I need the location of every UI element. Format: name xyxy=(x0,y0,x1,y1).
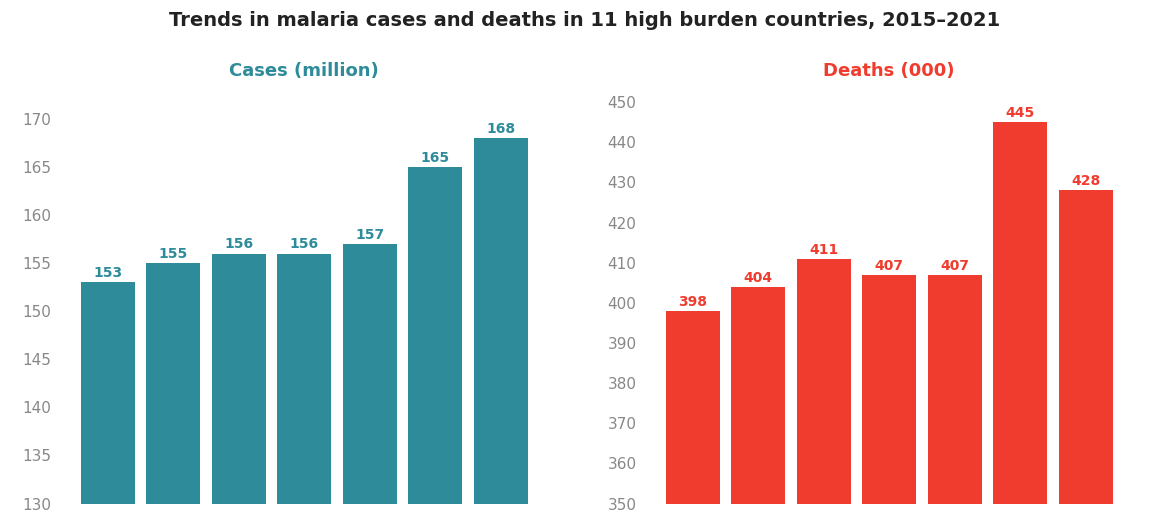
Text: 445: 445 xyxy=(1005,106,1034,120)
Text: 407: 407 xyxy=(875,259,903,273)
Text: 398: 398 xyxy=(679,295,707,309)
Text: Trends in malaria cases and deaths in 11 high burden countries, 2015–2021: Trends in malaria cases and deaths in 11… xyxy=(170,11,1000,30)
Bar xyxy=(212,253,266,530)
Text: 153: 153 xyxy=(94,266,122,280)
Text: 157: 157 xyxy=(356,227,384,242)
Bar xyxy=(928,275,982,530)
Bar xyxy=(731,287,785,530)
Bar xyxy=(408,167,462,530)
Text: 168: 168 xyxy=(487,122,515,136)
Text: 428: 428 xyxy=(1071,174,1100,189)
Text: 155: 155 xyxy=(159,247,188,261)
Bar xyxy=(797,259,851,530)
Text: 156: 156 xyxy=(290,237,318,251)
Bar xyxy=(993,122,1047,530)
Bar xyxy=(146,263,200,530)
Text: 407: 407 xyxy=(941,259,969,273)
Bar xyxy=(81,282,135,530)
Text: 165: 165 xyxy=(421,151,449,165)
Title: Deaths (000): Deaths (000) xyxy=(824,62,955,80)
Bar xyxy=(343,244,397,530)
Bar xyxy=(277,253,331,530)
Text: 156: 156 xyxy=(225,237,253,251)
Text: 411: 411 xyxy=(810,243,839,257)
Bar xyxy=(862,275,916,530)
Bar xyxy=(666,311,720,530)
Bar xyxy=(1059,190,1113,530)
Text: 404: 404 xyxy=(744,271,772,285)
Title: Cases (million): Cases (million) xyxy=(229,62,379,80)
Bar xyxy=(474,138,528,530)
